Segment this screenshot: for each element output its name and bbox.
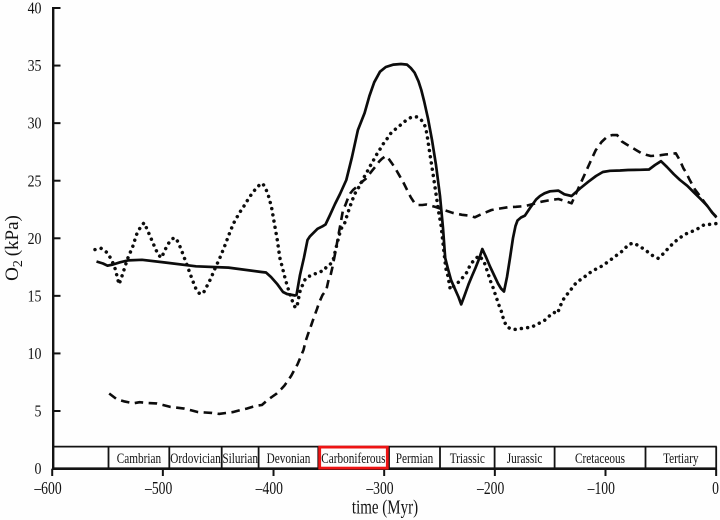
svg-text:O2 (kPa): O2 (kPa) (2, 215, 26, 281)
svg-text:20: 20 (28, 230, 42, 249)
svg-text:Tertiary: Tertiary (663, 449, 699, 466)
svg-text:Devonian: Devonian (267, 449, 311, 466)
svg-text:10: 10 (28, 345, 42, 364)
svg-text:0: 0 (712, 479, 719, 498)
svg-text:30: 30 (28, 115, 42, 134)
svg-text:–600: –600 (33, 479, 61, 498)
svg-text:–400: –400 (255, 479, 283, 498)
svg-text:–200: –200 (476, 479, 504, 498)
svg-text:Jurassic: Jurassic (507, 449, 543, 466)
svg-text:Ordovician: Ordovician (170, 449, 221, 466)
svg-text:–500: –500 (144, 479, 172, 498)
svg-text:40: 40 (28, 0, 42, 18)
svg-text:25: 25 (28, 172, 42, 191)
svg-text:0: 0 (35, 460, 42, 479)
svg-text:Permian: Permian (396, 449, 434, 466)
svg-text:Triassic: Triassic (450, 449, 485, 466)
svg-text:15: 15 (28, 287, 42, 306)
svg-text:Cretaceous: Cretaceous (575, 449, 625, 466)
svg-text:Carboniferous: Carboniferous (321, 449, 385, 466)
svg-text:Cambrian: Cambrian (117, 449, 162, 466)
svg-text:35: 35 (28, 57, 42, 76)
svg-text:time (Myr): time (Myr) (352, 495, 418, 518)
svg-text:–100: –100 (587, 479, 615, 498)
svg-text:–300: –300 (365, 479, 393, 498)
svg-text:5: 5 (35, 402, 42, 421)
svg-text:Silurian: Silurian (222, 449, 258, 466)
